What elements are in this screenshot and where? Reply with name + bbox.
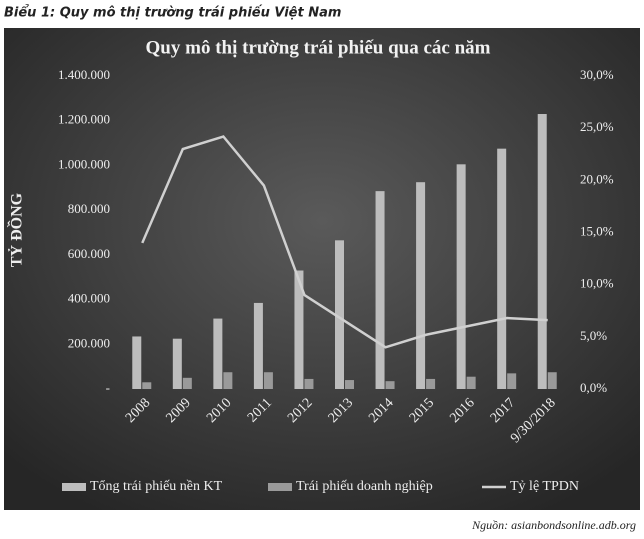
bar xyxy=(172,338,182,389)
y-tick-label: 200.000 xyxy=(68,335,110,350)
caption: Biểu 1: Quy mô thị trường trái phiếu Việ… xyxy=(4,5,341,21)
y2-tick-label: 30,0% xyxy=(580,67,614,82)
bar xyxy=(426,378,436,389)
chart-title: Quy mô thị trường trái phiếu qua các năm xyxy=(146,37,491,58)
y-tick-label: 1.000.000 xyxy=(58,156,110,171)
chart-background xyxy=(4,28,640,510)
bar xyxy=(294,270,304,389)
y2-tick-label: 20,0% xyxy=(580,171,614,186)
y2-tick-label: 0,0% xyxy=(580,380,607,395)
bar xyxy=(375,191,385,389)
bar xyxy=(507,373,517,389)
bar xyxy=(263,372,273,389)
bar xyxy=(223,372,233,389)
bar xyxy=(345,380,354,389)
bar xyxy=(335,240,344,389)
bar xyxy=(132,336,142,389)
y2-tick-label: 25,0% xyxy=(580,119,614,134)
y-tick-label: - xyxy=(106,380,110,395)
y-axis-label: TỶ ĐỒNG xyxy=(6,192,26,267)
y-tick-label: 1.400.000 xyxy=(58,67,110,82)
y2-tick-label: 10,0% xyxy=(580,276,614,291)
bar xyxy=(456,164,466,389)
bar xyxy=(304,378,314,389)
bar xyxy=(416,182,426,389)
legend-swatch xyxy=(268,483,292,491)
bar xyxy=(497,148,507,389)
bar xyxy=(537,114,547,389)
y-tick-label: 600.000 xyxy=(68,246,110,261)
source: Nguồn: asianbondsonline.adb.org xyxy=(471,518,636,532)
bar xyxy=(142,382,152,389)
y-tick-label: 800.000 xyxy=(68,201,110,216)
bar xyxy=(253,302,263,389)
y2-tick-label: 5,0% xyxy=(580,328,607,343)
y2-tick-label: 15,0% xyxy=(580,223,614,238)
line xyxy=(141,135,548,349)
bar xyxy=(547,372,557,389)
legend-swatch xyxy=(62,483,86,491)
legend-label: Tổng trái phiếu nền KT xyxy=(90,479,223,494)
bar xyxy=(213,318,223,389)
bar xyxy=(385,381,395,389)
bar xyxy=(466,376,476,389)
legend-label: Tỷ lệ TPDN xyxy=(510,479,579,494)
legend-label: Trái phiếu doanh nghiệp xyxy=(296,479,433,494)
bar xyxy=(182,377,192,389)
y-tick-label: 1.200.000 xyxy=(58,112,110,127)
y-tick-label: 400.000 xyxy=(68,291,110,306)
